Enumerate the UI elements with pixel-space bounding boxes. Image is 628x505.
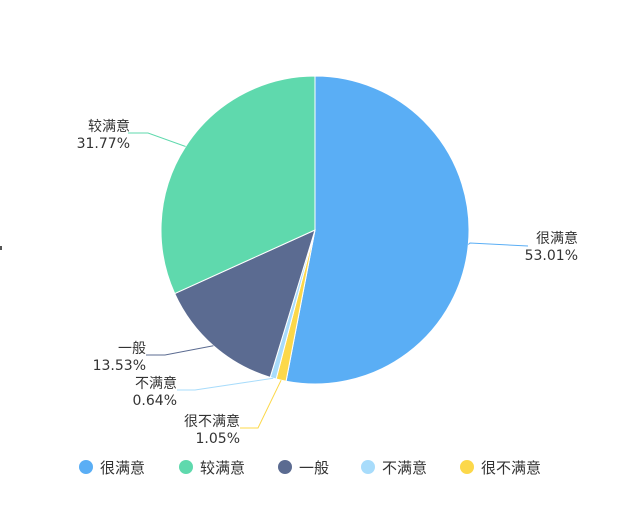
slice-label-name-satisfied: 较满意	[88, 118, 130, 135]
edge-marker	[0, 246, 2, 250]
slice-label-percent-very-dissatisfied: 1.05%	[196, 431, 240, 447]
slice-label-percent-neutral: 13.53%	[93, 358, 146, 374]
legend-item-dissatisfied[interactable]: 不满意	[361, 459, 427, 477]
slice-label-name-very-satisfied: 很满意	[536, 230, 578, 247]
legend-label-satisfied: 较满意	[200, 459, 245, 477]
legend-marker-very-dissatisfied	[460, 460, 474, 474]
legend-item-neutral[interactable]: 一般	[278, 459, 329, 477]
leader-line-dissatisfied	[177, 377, 274, 391]
leader-line-satisfied	[128, 132, 186, 147]
legend-item-very-dissatisfied[interactable]: 很不满意	[460, 459, 541, 477]
pie-slice-neutral[interactable]	[174, 229, 316, 378]
leader-line-neutral	[146, 345, 214, 356]
legend-label-very-satisfied: 很满意	[100, 459, 145, 477]
legend-marker-satisfied	[179, 460, 193, 474]
leader-line-very-dissatisfied	[240, 379, 282, 429]
slice-label-name-very-dissatisfied: 很不满意	[184, 413, 240, 430]
slice-label-percent-very-satisfied: 53.01%	[525, 248, 578, 264]
legend-label-dissatisfied: 不满意	[382, 459, 427, 477]
pie-slice-very-satisfied[interactable]	[285, 75, 470, 385]
slice-label-percent-satisfied: 31.77%	[77, 136, 130, 152]
label-leader-lines	[128, 132, 529, 429]
legend-item-satisfied[interactable]: 较满意	[179, 459, 245, 477]
pie-slices	[160, 75, 470, 385]
slice-label-percent-dissatisfied: 0.64%	[133, 393, 177, 409]
slice-label-name-neutral: 一般	[118, 341, 146, 357]
slice-label-name-dissatisfied: 不满意	[135, 375, 177, 392]
legend-marker-very-satisfied	[79, 460, 93, 474]
legend-label-neutral: 一般	[299, 459, 329, 477]
legend-label-very-dissatisfied: 很不满意	[481, 459, 541, 477]
legend-marker-neutral	[278, 460, 292, 474]
legend-item-very-satisfied[interactable]: 很满意	[79, 459, 145, 477]
leader-line-very-satisfied	[467, 242, 529, 247]
legend: 很满意 较满意 一般 不满意 很不满意	[79, 459, 541, 477]
legend-marker-dissatisfied	[361, 460, 375, 474]
